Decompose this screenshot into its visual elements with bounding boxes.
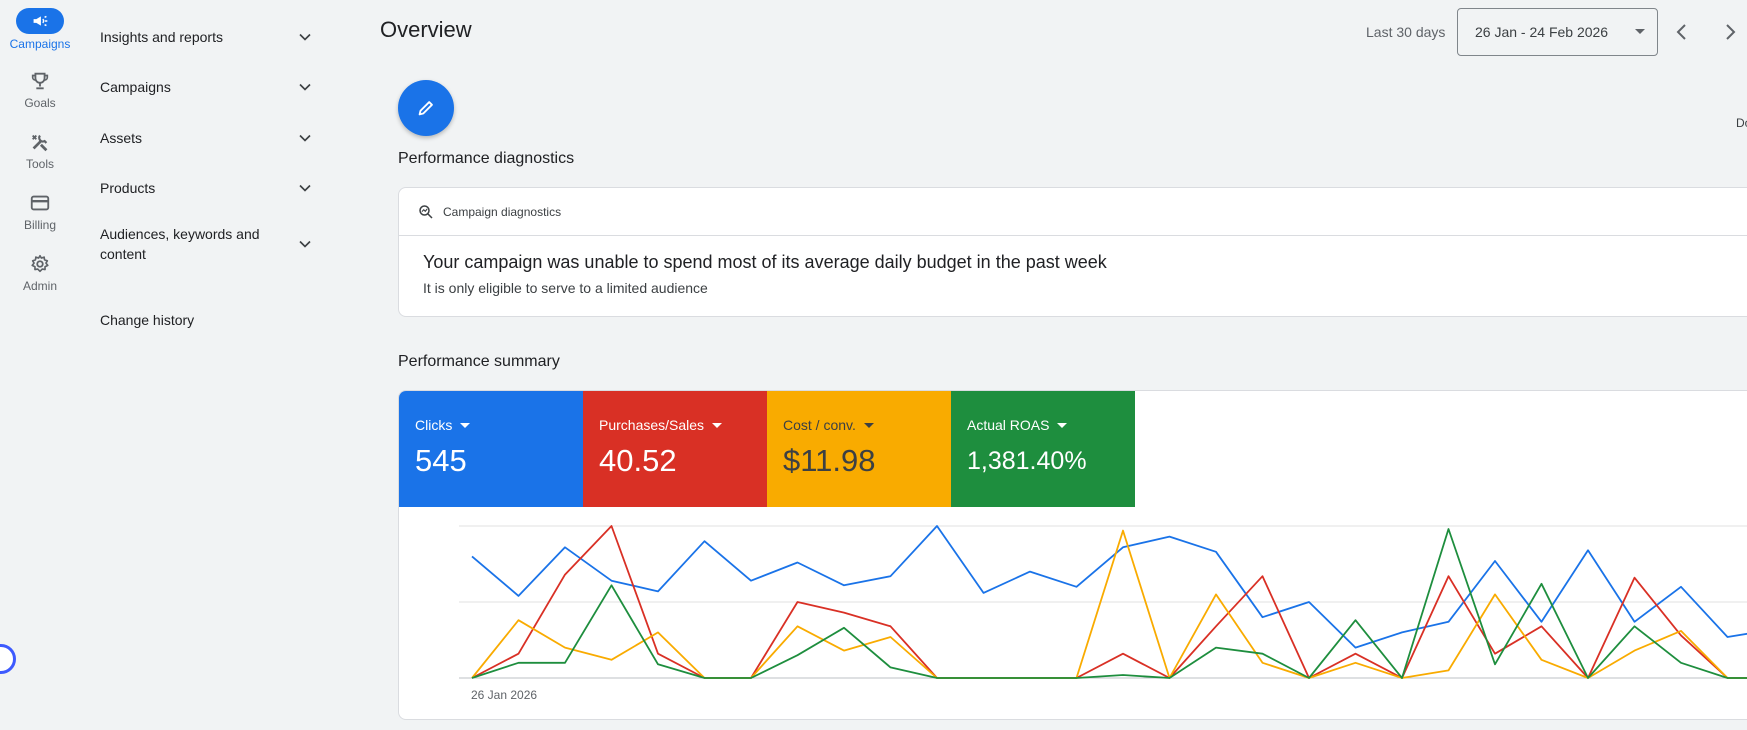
active-indicator (16, 8, 64, 34)
next-period-icon[interactable] (1718, 20, 1742, 44)
metric-tile-purchases-sales[interactable]: Purchases/Sales 40.52 (583, 391, 767, 507)
rail-item-goals[interactable]: Goals (0, 70, 80, 110)
metric-value: 1,381.40% (967, 447, 1087, 475)
series-line-4 (471, 528, 1747, 679)
tools-icon (32, 134, 48, 152)
rail-item-label: Admin (22, 279, 57, 293)
rail-item-campaigns[interactable]: Campaigns (0, 8, 80, 51)
page-title: Overview (380, 17, 472, 42)
dropdown-arrow-icon (1635, 29, 1645, 34)
chevron-down-icon (299, 184, 311, 192)
series-line-1 (471, 525, 1747, 649)
pencil-icon (418, 101, 433, 116)
metric-selector[interactable]: Cost / conv. (783, 417, 935, 433)
edit-fab-button[interactable] (398, 80, 454, 136)
rail-item-label: Billing (23, 218, 56, 232)
nav-item-campaigns[interactable]: Campaigns (100, 77, 315, 97)
rail-item-label: Campaigns (9, 37, 71, 51)
date-range-picker[interactable]: 26 Jan - 24 Feb 2026 (1457, 8, 1658, 56)
performance-line-chart[interactable]: 26 Jan 2026 (399, 391, 1747, 720)
metric-tile-actual-roas[interactable]: Actual ROAS 1,381.40% (951, 391, 1135, 507)
dropdown-arrow-icon (712, 422, 723, 428)
dropdown-arrow-icon (863, 422, 874, 428)
metric-selector[interactable]: Clicks (415, 417, 567, 433)
x-axis-start-label: 26 Jan 2026 (471, 688, 537, 702)
nav-item-label: Campaigns (100, 79, 171, 95)
diagnostic-message: Your campaign was unable to spend most o… (423, 252, 1107, 272)
performance-summary-card: 26 Jan 2026 Clicks 545 Purchases/Sales 40.5… (398, 390, 1747, 720)
nav-item-label: Products (100, 180, 156, 196)
metric-tile-clicks[interactable]: Clicks 545 (399, 391, 583, 507)
megaphone-icon (33, 15, 48, 27)
series-line-3 (471, 529, 1747, 679)
truncated-label: Do (1736, 116, 1747, 130)
rail-item-admin[interactable]: Admin (0, 253, 80, 293)
diagnostics-card-header: Campaign diagnostics (399, 188, 1747, 236)
rail-item-label: Goals (24, 96, 56, 110)
credit-card-icon (30, 195, 50, 211)
series-line-2 (471, 525, 1747, 679)
chevron-down-icon (299, 83, 311, 91)
nav-item-label: Insights and reports (100, 29, 223, 45)
rail-item-label: Tools (25, 157, 54, 171)
diagnostics-card-title: Campaign diagnostics (443, 204, 562, 219)
gear-icon (31, 254, 49, 273)
performance-summary-title: Performance summary (398, 353, 560, 370)
rail-item-tools[interactable]: Tools (0, 131, 80, 171)
nav-item-assets[interactable]: Assets (100, 128, 315, 148)
dropdown-arrow-icon (460, 422, 471, 428)
metric-name: Cost / conv. (783, 417, 856, 433)
performance-diagnostics-title: Performance diagnostics (398, 150, 575, 167)
campaign-diagnostics-card[interactable]: Campaign diagnostics Your campaign was u… (398, 187, 1747, 317)
search-insights-icon (419, 204, 433, 219)
previous-period-icon[interactable] (1670, 20, 1694, 44)
metric-selector[interactable]: Purchases/Sales (599, 417, 751, 433)
nav-item-label: Change history (100, 312, 195, 328)
nav-item-insights-and-reports[interactable]: Insights and reports (100, 27, 315, 47)
trophy-icon (31, 72, 49, 90)
rail-item-billing[interactable]: Billing (0, 192, 80, 232)
metric-selector[interactable]: Actual ROAS (967, 417, 1119, 433)
date-range-value: 26 Jan - 24 Feb 2026 (1475, 24, 1609, 40)
chevron-down-icon (299, 134, 311, 142)
diagnostic-detail: It is only eligible to serve to a limite… (423, 280, 708, 296)
chevron-down-icon (299, 240, 311, 248)
metric-value: 545 (415, 443, 467, 478)
chevron-down-icon (299, 33, 311, 41)
metric-name: Clicks (415, 417, 453, 433)
metric-value: $11.98 (783, 443, 876, 478)
nav-item-audiences-keywords-and-content[interactable]: Audiences, keywords and content (100, 224, 315, 264)
navigation-rail: Campaigns Goals Tools Billing Admin (0, 0, 80, 730)
date-range-label: Last 30 days (1366, 24, 1446, 40)
nav-item-label: Audiences, keywords and content (100, 226, 260, 262)
metric-name: Purchases/Sales (599, 417, 705, 433)
metric-tile-cost-conv[interactable]: Cost / conv. $11.98 (767, 391, 951, 507)
metric-name: Actual ROAS (967, 417, 1050, 433)
nav-item-products[interactable]: Products (100, 178, 315, 198)
dropdown-arrow-icon (1057, 422, 1068, 428)
metric-value: 40.52 (599, 443, 677, 478)
nav-item-change-history[interactable]: Change history (100, 310, 315, 330)
nav-item-label: Assets (100, 130, 143, 146)
